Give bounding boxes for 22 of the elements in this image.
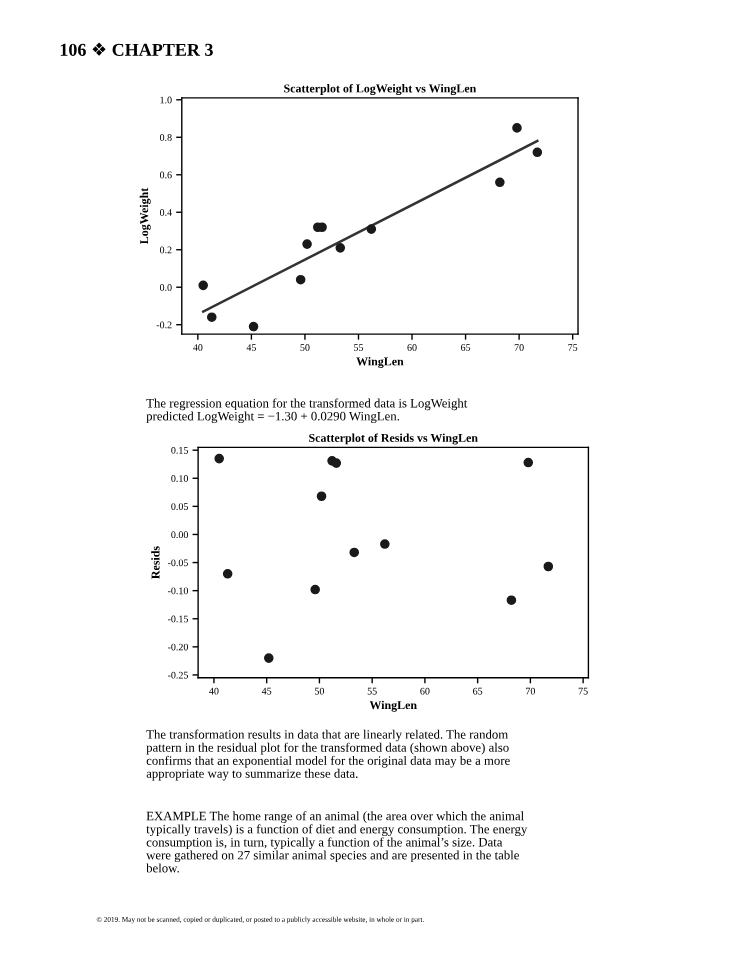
point: [206, 312, 217, 322]
point: [316, 491, 327, 502]
point: [506, 595, 517, 605]
point: [198, 280, 208, 291]
point: [331, 458, 342, 468]
point: [222, 569, 233, 579]
point: [512, 123, 522, 133]
point: [295, 274, 306, 285]
point: [543, 561, 554, 572]
point: [264, 653, 274, 663]
point: [310, 584, 320, 595]
point: [302, 239, 312, 249]
point: [523, 457, 534, 468]
point: [214, 453, 224, 464]
point: [495, 177, 505, 188]
point: [335, 243, 346, 253]
point: [248, 321, 259, 332]
point: [349, 547, 360, 558]
point: [380, 539, 390, 549]
point: [366, 224, 377, 234]
text: 106 ❖ CHAPTER 3: [60, 42, 213, 56]
point: [532, 147, 543, 158]
